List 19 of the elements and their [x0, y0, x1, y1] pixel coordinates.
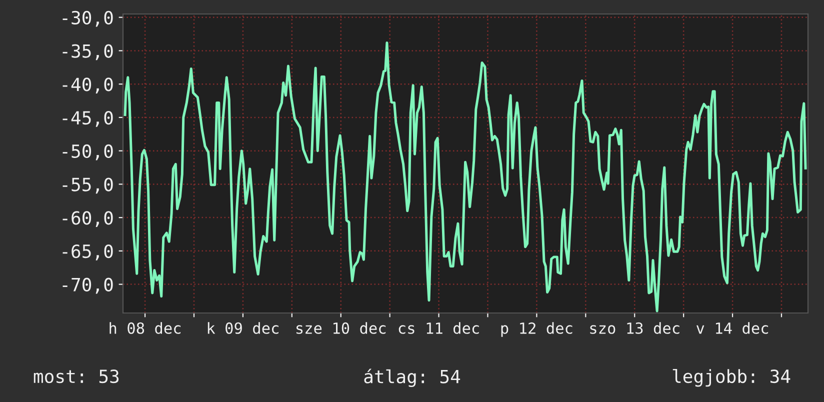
y-tick-label: -55,0	[62, 178, 113, 194]
x-tick-label: cs 11 dec	[398, 322, 479, 334]
y-tick-label: -30,0	[62, 10, 113, 27]
y-tick-label: -60,0	[62, 211, 113, 227]
text: most: 53	[34, 370, 119, 384]
x-tick-label: h 08 dec	[110, 322, 181, 334]
x-tick-label: szo 13 dec	[590, 322, 680, 334]
y-tick-label: -40,0	[62, 78, 113, 94]
y-tick-label: -65,0	[62, 244, 113, 260]
y-tick-label: -35,0	[62, 44, 113, 60]
y-tick-label: -50,0	[62, 144, 113, 160]
text: legjobb: 34	[672, 369, 790, 387]
x-tick-label: k 09 dec	[208, 322, 278, 334]
y-tick-label: -70,0	[62, 278, 113, 294]
x-tick-label: sze 10 dec	[296, 322, 386, 334]
text: átlag: 54	[364, 368, 460, 388]
x-tick-label: p 12 dec	[501, 322, 572, 337]
y-tick-label: -45,0	[62, 110, 113, 127]
x-tick-label: v 14 dec	[696, 322, 768, 334]
